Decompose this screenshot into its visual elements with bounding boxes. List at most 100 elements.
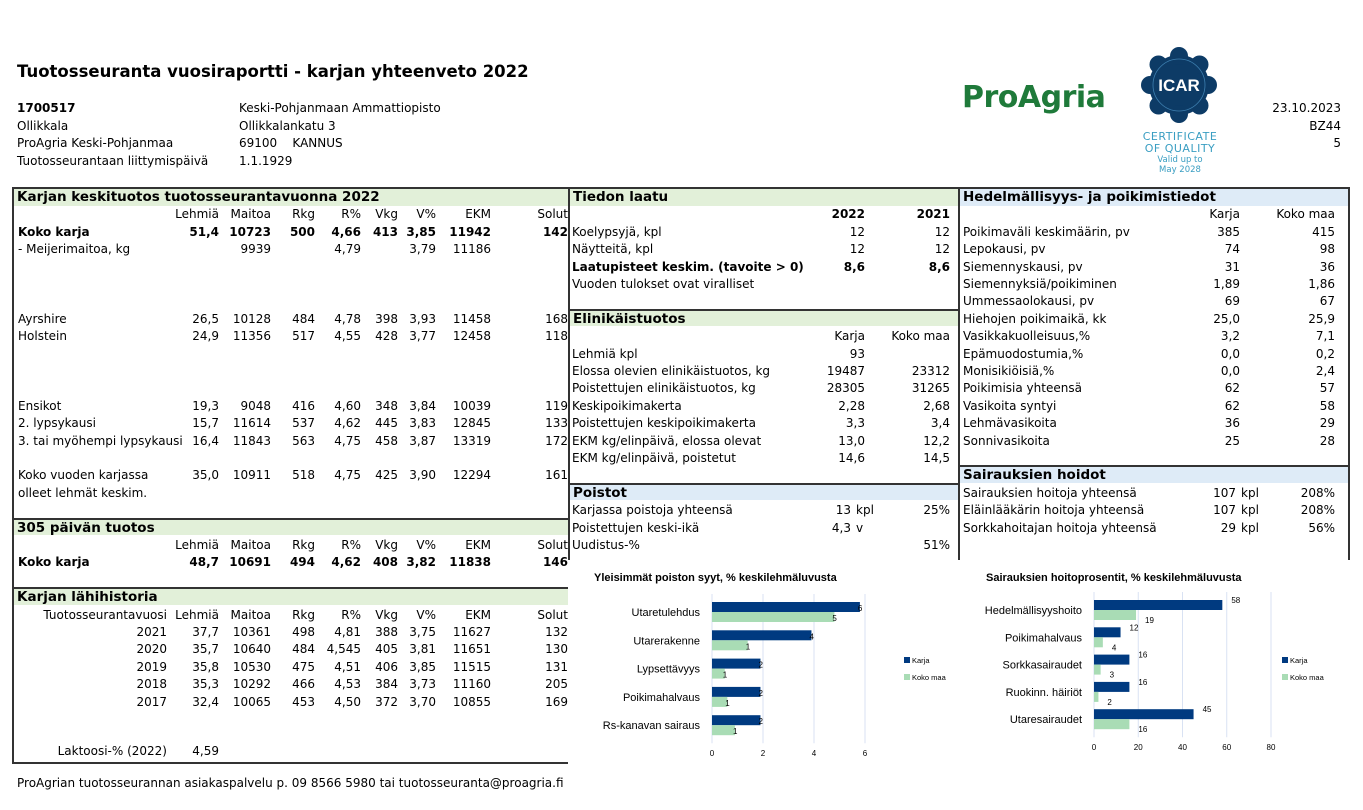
table-cell: 10691 [229,555,271,570]
table-cell: 10640 [232,642,271,657]
bar-karja [1094,600,1223,610]
owner-name: Keski-Pohjanmaan Ammattiopisto [239,101,441,115]
x-tick-label: 6 [863,749,868,758]
lactose-value: 4,59 [192,743,219,758]
table-row: Poikimaväli keskimäärin, pv 385 415 [960,224,1348,241]
x-tick-label: 60 [1222,743,1231,752]
table-row: Monisikiöisiä,% 0,0 2,4 [960,363,1348,380]
bar-karja [1094,627,1121,638]
table-cell: 453 [292,694,315,709]
table-row: EKM kg/elinpäivä, poistetut 14,6 14,5 [570,450,960,467]
table-cell: 13 [835,503,851,518]
bar-koko-maa [1094,664,1101,675]
table-row: Karja Koko maa [570,328,960,345]
section-header: Hedelmällisyys- ja poikimistiedot [960,189,1348,207]
bar-koko-maa [1094,610,1137,620]
table-cell: 14,5 [923,451,950,465]
table-cell: 3,73 [409,677,436,692]
legend-swatch [1282,657,1288,663]
table-cell: 4,81 [334,625,361,639]
table-row: Elossa olevien elinikäistuotos, kg 19487 2… [570,363,960,380]
section-header: Karjan keskituotos tuotosseurantavuonna … [14,189,568,207]
table-cell: Koko vuoden karjassa [18,468,149,483]
farm-name: Ollikkala [17,118,69,133]
table-cell: 36 [1319,259,1335,274]
table-cell: 107 [1213,485,1236,500]
table-cell: Tuotosseurantavuosi [43,607,167,622]
report-date: 23.10.2023 [1272,101,1341,115]
table-cell: 4,75 [334,433,361,448]
table-cell: olleet lehmät keskim. [18,485,148,500]
table-cell: 14,6 [838,451,865,465]
street-address: Ollikkalankatu 3 [239,118,336,133]
table-cell: 12,2 [923,433,950,448]
table-cell: 3,85 [409,659,436,674]
table-cell: 26,5 [192,311,219,326]
section-title: Poistot [573,484,628,501]
table-cell: 2021 [136,625,167,639]
bar-koko-maa [712,696,728,707]
table-row: olleet lehmät keskim. [14,485,568,502]
table-cell: V% [416,538,436,552]
table-cell: 2018 [136,677,167,692]
table-cell: Karja [834,329,865,344]
table-cell: 51,4 [189,224,219,239]
legend-swatch [904,674,910,680]
table-cell: Solut [537,538,568,552]
cert-line: CERTIFICATE [1142,130,1218,143]
category-label: Poikimahalvaus [1005,632,1083,644]
table-cell: 208% [1300,503,1335,518]
table-cell: 11942 [449,224,491,239]
section-header: Karjan lähihistoria [14,587,568,606]
legend-swatch [1282,674,1288,680]
section-title: Hedelmällisyys- ja poikimistiedot [963,189,1216,205]
table-cell: 1,89 [1213,277,1240,291]
section-title: Karjan lähihistoria [17,589,158,606]
table-cell: 2,28 [838,398,865,413]
section-title: Sairauksien hoidot [963,467,1106,484]
table-cell: kpl [1241,485,1259,500]
table-row: Poistettujen keskipoikimakerta 3,3 3,4 [570,415,960,432]
table-cell: 12458 [452,329,491,344]
herd-id: 1700517 [17,101,76,115]
table-cell: Vasikkakuolleisuus,% [963,329,1091,344]
table-cell: 2017 [136,694,167,709]
table-cell: Monisikiöisiä,% [963,364,1055,378]
table-cell: 3,93 [409,311,436,326]
table-cell: 29 [1319,416,1335,431]
table-cell: 28 [1319,433,1335,448]
treatment-rates-chart: Sairauksien hoitoprosentit, % keskilehmä… [985,572,1325,752]
table-cell: kpl [1241,520,1259,535]
table-cell: Karjassa poistoja yhteensä [572,503,733,518]
table-row: 2. lypsykausi 15,7 11614 537 4,62 445 3,83 1284… [14,415,568,432]
bar-koko-maa [712,640,748,651]
table-cell: Lepokausi, pv [963,242,1046,257]
table-cell: 11627 [452,625,491,639]
table-cell: Lehmiä kpl [572,346,638,361]
table-cell: 35,3 [192,677,219,692]
table-cell: 9939 [240,242,271,257]
table-cell: 12 [934,224,950,239]
table-row: Poikimisia yhteensä 62 57 [960,380,1348,397]
table-cell: 118 [545,329,568,344]
table-cell: 37,7 [192,625,219,639]
table-cell: 3,70 [409,694,436,709]
table-cell: 3,83 [409,416,436,431]
table-cell: 168 [545,311,568,326]
table-row: Poistettujen elinikäistuotos, kg 28305 312… [570,380,960,397]
bar-value-label: 3 [1110,671,1115,680]
table-cell: 56% [1308,520,1335,535]
table-cell: 4,53 [334,677,361,692]
table-row: - Meijerimaitoa, kg 9939 4,79 3,79 11186 [14,241,568,258]
owner-info: Keski-Pohjanmaan Ammattiopisto Ollikkala… [239,100,441,170]
legend-label: Karja [912,656,930,665]
table-cell: 498 [292,625,315,639]
category-label: Hedelmällisyyshoito [985,605,1082,617]
table-cell: 62 [1224,398,1240,413]
table-row: 2022 2021 [570,206,960,223]
table-row: 2017 32,4 10065 453 4,50 372 3,70 10855 169 [14,694,568,711]
table-cell: 25% [923,503,950,518]
table-cell: 12 [849,242,865,257]
table-cell: Siemennyksiä/poikiminen [963,277,1117,291]
table-cell: v [856,520,864,535]
